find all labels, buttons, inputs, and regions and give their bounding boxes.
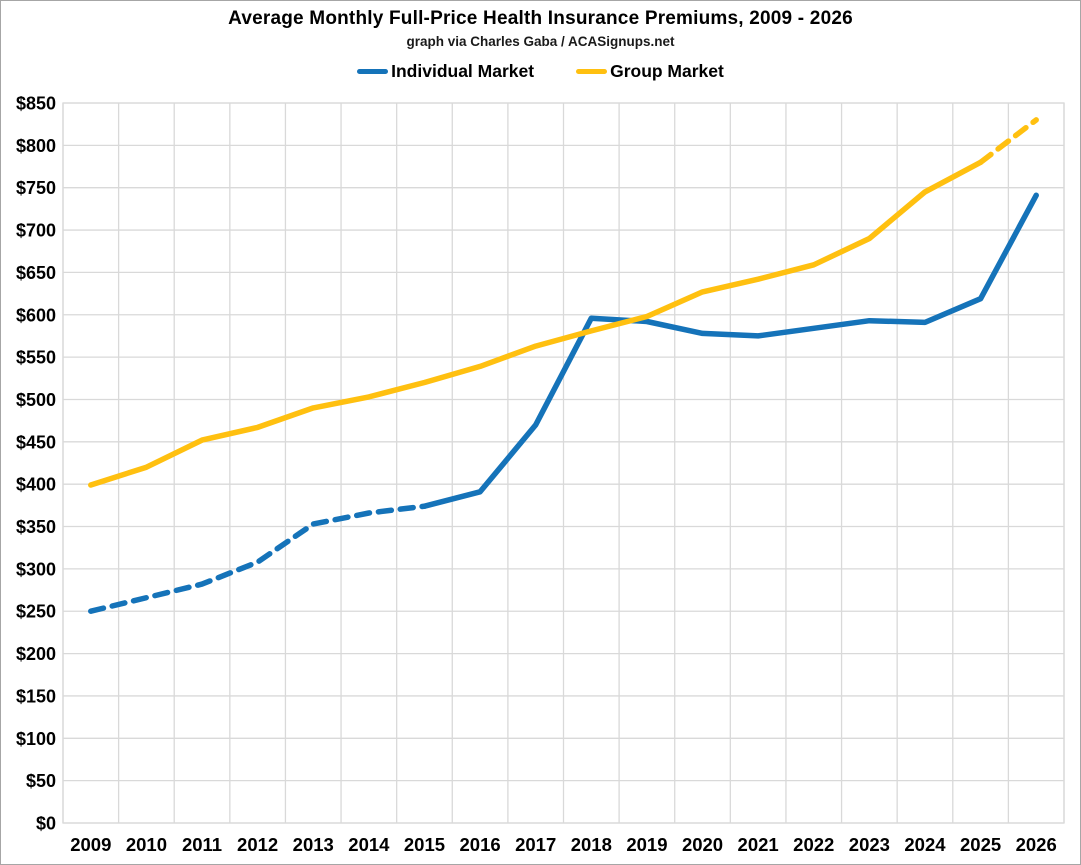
group-market-line-dashed — [977, 117, 1039, 166]
x-axis-tick-label: 2009 — [70, 834, 111, 855]
x-axis-tick-label: 2016 — [460, 834, 501, 855]
y-axis-tick-label: $0 — [36, 814, 56, 834]
legend-swatch-icon — [576, 69, 608, 74]
y-axis-tick-label: $100 — [16, 729, 56, 749]
y-axis-tick-label: $700 — [16, 221, 56, 241]
y-axis-tick-label: $750 — [16, 178, 56, 198]
x-axis-tick-label: 2019 — [626, 834, 667, 855]
y-axis-tick-label: $150 — [16, 686, 56, 706]
x-axis-tick-label: 2013 — [293, 834, 334, 855]
y-axis-tick-label: $650 — [16, 263, 56, 283]
x-axis-tick-label: 2026 — [1016, 834, 1057, 855]
x-axis-tick-label: 2011 — [182, 834, 222, 855]
x-axis-tick-label: 2018 — [571, 834, 612, 855]
y-axis-tick-label: $600 — [16, 305, 56, 325]
x-axis-tick-label: 2017 — [515, 834, 556, 855]
legend-label: Individual Market — [391, 61, 535, 81]
y-axis-tick-label: $350 — [16, 517, 56, 537]
y-axis-tick-label: $850 — [16, 94, 56, 114]
chart-subtitle: graph via Charles Gaba / ACASignups.net — [406, 34, 675, 49]
legend-swatch-icon — [357, 69, 389, 74]
y-axis-tick-label: $50 — [26, 771, 56, 791]
x-axis-tick-label: 2020 — [682, 834, 723, 855]
legend-label: Group Market — [610, 61, 724, 81]
x-axis-tick-label: 2012 — [237, 834, 278, 855]
y-axis-tick-label: $250 — [16, 602, 56, 622]
legend-item-individual-market: Individual Market — [357, 61, 534, 82]
x-axis-tick-label: 2025 — [960, 834, 1001, 855]
y-axis-tick-label: $400 — [16, 475, 56, 495]
y-axis-tick-label: $800 — [16, 136, 56, 156]
group-market-line — [88, 159, 984, 488]
legend-item-group-market: Group Market — [576, 61, 724, 82]
plot-border — [62, 102, 1065, 824]
x-axis-tick-label: 2023 — [849, 834, 890, 855]
chart-legend: Individual Market Group Market — [1, 61, 1080, 82]
x-axis-tick-label: 2024 — [904, 834, 946, 855]
y-axis-tick-label: $550 — [16, 348, 56, 368]
individual-market-line — [421, 192, 1039, 509]
y-axis-tick-label: $500 — [16, 390, 56, 410]
x-axis-tick-label: 2014 — [348, 834, 390, 855]
y-axis-tick-label: $300 — [16, 559, 56, 579]
y-axis-tick-label: $200 — [16, 644, 56, 664]
chart-title: Average Monthly Full-Price Health Insura… — [228, 8, 853, 29]
individual-market-line-dashed — [88, 503, 428, 614]
x-axis-tick-label: 2022 — [793, 834, 834, 855]
x-axis-tick-label: 2015 — [404, 834, 445, 855]
y-axis-tick-label: $450 — [16, 432, 56, 452]
x-axis-tick-label: 2010 — [126, 834, 167, 855]
x-axis-tick-label: 2021 — [738, 834, 779, 855]
